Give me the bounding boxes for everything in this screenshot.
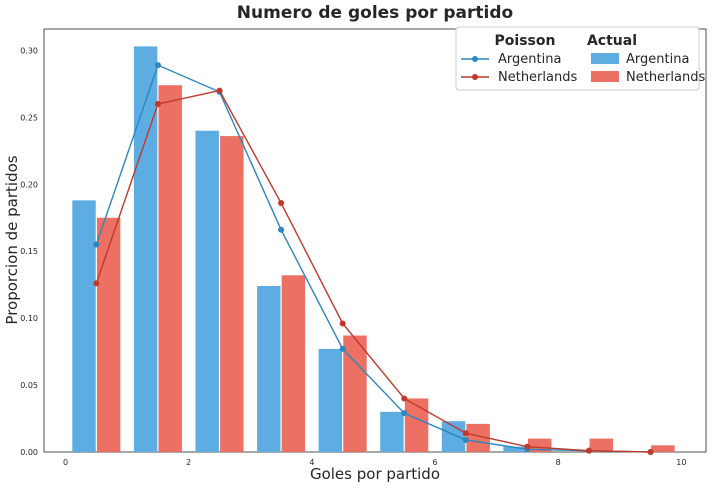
x-tick-label-6: 6 bbox=[432, 458, 437, 467]
point-netherlands-4 bbox=[339, 320, 346, 327]
x-tick-label-2: 2 bbox=[186, 458, 191, 467]
point-argentina-1 bbox=[154, 62, 161, 69]
bars-layer bbox=[72, 46, 675, 453]
bar-netherlands-4 bbox=[343, 335, 367, 452]
bar-argentina-3 bbox=[257, 286, 281, 452]
legend-bar-netherlands-label: Netherlands bbox=[626, 70, 705, 85]
x-tick-label-4: 4 bbox=[309, 458, 314, 467]
y-tick-label-0.10: 0.10 bbox=[20, 314, 38, 323]
point-netherlands-0 bbox=[93, 280, 100, 287]
x-tick-label-8: 8 bbox=[556, 458, 561, 467]
bar-netherlands-6 bbox=[466, 423, 490, 452]
x-axis-label: Goles por partido bbox=[310, 465, 440, 483]
y-tick-label-0.00: 0.00 bbox=[20, 448, 38, 457]
bar-netherlands-0 bbox=[96, 217, 121, 452]
legend-box bbox=[455, 26, 700, 91]
point-argentina-0 bbox=[93, 241, 100, 248]
bar-argentina-7 bbox=[503, 446, 527, 452]
legend-poisson-title: Poisson bbox=[495, 33, 556, 49]
y-tick-label-0.20: 0.20 bbox=[20, 180, 38, 189]
bar-netherlands-7 bbox=[528, 438, 552, 452]
legend-bar-netherlands-swatch bbox=[591, 71, 619, 82]
lines-layer bbox=[93, 62, 654, 455]
bar-netherlands-9 bbox=[651, 445, 675, 452]
bar-netherlands-5 bbox=[404, 398, 429, 452]
bar-argentina-5 bbox=[380, 411, 404, 452]
legend-line-netherlands-label: Netherlands bbox=[498, 70, 577, 85]
y-tick-label-0.05: 0.05 bbox=[20, 381, 38, 390]
bar-netherlands-1 bbox=[158, 85, 182, 452]
legend-actual-title: Actual bbox=[587, 33, 637, 49]
y-axis-ticks: 0.00 0.05 0.10 0.15 0.20 0.25 0.30 bbox=[20, 46, 38, 457]
bar-argentina-0 bbox=[72, 200, 96, 452]
y-tick-label-0.25: 0.25 bbox=[20, 113, 38, 122]
y-tick-label-0.30: 0.30 bbox=[20, 46, 38, 55]
point-netherlands-3 bbox=[278, 200, 285, 207]
point-netherlands-2 bbox=[216, 87, 223, 94]
point-netherlands-5 bbox=[401, 395, 408, 402]
legend-bar-argentina-label: Argentina bbox=[626, 52, 689, 67]
legend: Poisson Actual Argentina Netherlands Arg… bbox=[455, 26, 705, 91]
point-netherlands-8 bbox=[586, 447, 592, 454]
legend-line-argentina-label: Argentina bbox=[498, 52, 561, 67]
y-axis-label: Proporcion de partidos bbox=[3, 155, 21, 324]
point-argentina-6 bbox=[462, 436, 469, 443]
legend-dot-argentina bbox=[472, 56, 478, 62]
point-argentina-5 bbox=[401, 410, 408, 417]
x-tick-label-10: 10 bbox=[676, 458, 686, 467]
bar-netherlands-8 bbox=[589, 438, 614, 452]
line-netherlands bbox=[95, 89, 651, 453]
point-netherlands-1 bbox=[154, 100, 161, 107]
y-tick-label-0.15: 0.15 bbox=[20, 247, 38, 256]
point-argentina-3 bbox=[278, 226, 285, 233]
legend-bar-argentina-swatch bbox=[591, 53, 619, 64]
bar-netherlands-3 bbox=[281, 275, 306, 452]
line-argentina bbox=[95, 64, 651, 453]
legend-dot-netherlands bbox=[472, 74, 478, 80]
chart-title: Numero de goles por partido bbox=[237, 3, 513, 23]
bar-argentina-2 bbox=[195, 130, 219, 453]
bar-netherlands-2 bbox=[220, 136, 244, 452]
point-netherlands-6 bbox=[462, 430, 469, 437]
bar-argentina-1 bbox=[133, 46, 158, 453]
point-netherlands-9 bbox=[647, 449, 654, 455]
point-argentina-4 bbox=[339, 345, 346, 352]
x-tick-label-0: 0 bbox=[63, 458, 68, 467]
bar-argentina-4 bbox=[318, 348, 343, 452]
point-netherlands-7 bbox=[524, 443, 531, 450]
x-axis-ticks: 0 2 4 6 8 10 bbox=[63, 458, 686, 467]
